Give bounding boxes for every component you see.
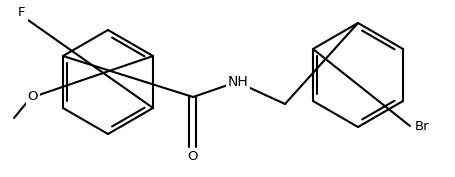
Text: O: O bbox=[28, 90, 38, 104]
Text: O: O bbox=[187, 150, 198, 164]
Text: F: F bbox=[18, 7, 25, 19]
Text: Br: Br bbox=[414, 119, 428, 133]
Text: NH: NH bbox=[227, 75, 248, 89]
